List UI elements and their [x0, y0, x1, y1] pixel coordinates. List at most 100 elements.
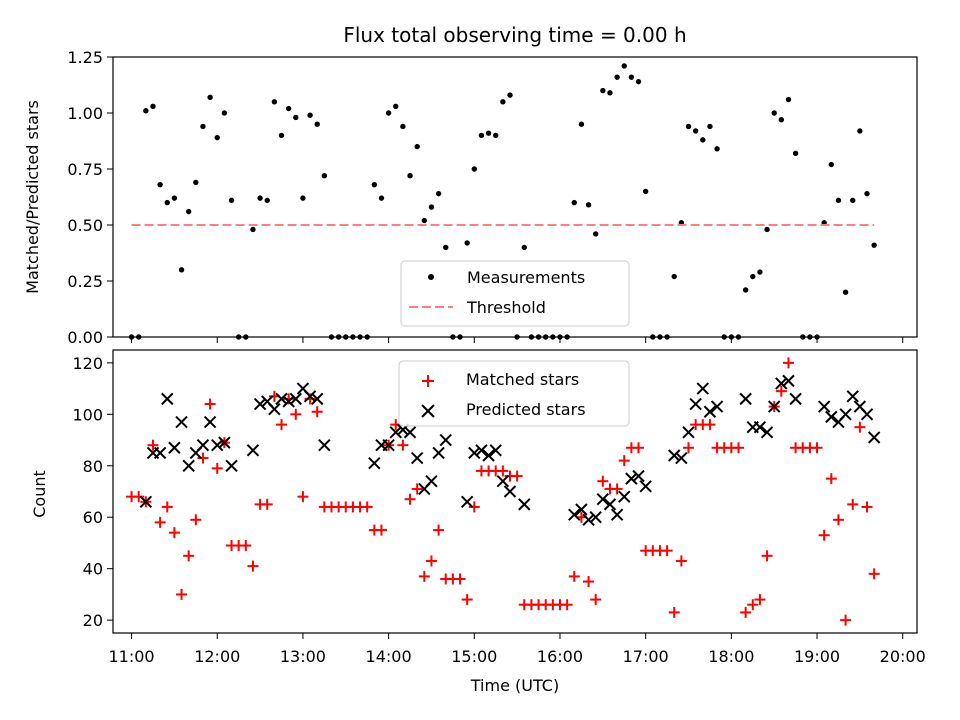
x-tick-label: 20:00	[880, 647, 926, 666]
matched-point	[818, 529, 830, 541]
matched-point	[147, 439, 159, 451]
predicted-point	[318, 438, 331, 452]
matched-point	[782, 357, 794, 369]
matched-point	[511, 470, 523, 482]
measurement-point	[828, 161, 835, 168]
legend-measurements-marker	[428, 274, 434, 280]
x-tick-label: 12:00	[194, 647, 240, 666]
measurement-point	[707, 123, 713, 130]
matched-point	[597, 475, 609, 487]
measurement-point	[578, 121, 585, 127]
matched-point	[747, 599, 759, 611]
matched-point	[211, 462, 223, 474]
measurement-point	[178, 267, 185, 273]
matched-point	[290, 408, 302, 420]
measurement-point	[835, 197, 842, 204]
predicted-point	[675, 451, 688, 465]
y-tick-label: 40	[83, 560, 103, 579]
predicted-point	[439, 433, 452, 447]
measurement-point	[507, 92, 513, 98]
measurement-point	[428, 204, 435, 210]
measurement-point	[778, 117, 785, 123]
predicted-point	[303, 390, 317, 403]
measurement-point	[207, 94, 213, 101]
predicted-point	[389, 426, 402, 439]
matched-point	[497, 465, 509, 477]
x-tick-label: 15:00	[451, 647, 497, 666]
measurement-point	[478, 132, 485, 139]
measurement-point	[400, 123, 406, 130]
matched-point	[847, 498, 859, 510]
measurement-point	[271, 99, 278, 105]
bottom-plot-marks	[126, 357, 881, 626]
bottom-x-ticks: 11:00 12:00 13:00 14:00 15:00 16:00 17:00 18:00…	[109, 633, 926, 666]
predicted-point	[496, 475, 510, 488]
top-legend-box	[400, 260, 630, 327]
predicted-point	[218, 436, 231, 449]
measurement-point	[293, 114, 299, 121]
matched-point	[854, 421, 866, 433]
predicted-point	[196, 438, 210, 452]
predicted-point	[860, 408, 874, 421]
predicted-point	[767, 400, 781, 413]
matched-point	[811, 442, 823, 454]
predicted-point	[518, 498, 531, 511]
legend-matched-marker	[422, 375, 434, 387]
predicted-point	[482, 449, 495, 462]
y-tick-label: 0.00	[67, 328, 103, 347]
matched-point	[675, 555, 687, 567]
matched-point	[468, 501, 480, 513]
y-tick-label: 0.25	[67, 272, 103, 291]
predicted-point	[425, 475, 438, 488]
measurement-point	[585, 202, 592, 208]
matched-point	[583, 576, 595, 588]
matched-point	[454, 573, 466, 585]
predicted-point	[632, 469, 645, 483]
measurement-point	[171, 195, 178, 201]
predicted-point	[253, 397, 267, 411]
x-axis-label: Time (UTC)	[470, 676, 559, 695]
measurement-point	[378, 195, 385, 201]
predicted-point	[311, 392, 324, 406]
matched-point	[418, 570, 430, 582]
predicted-point	[211, 438, 224, 452]
matched-point	[168, 527, 180, 539]
predicted-point	[596, 493, 610, 506]
bottom-y-axis-label: Count	[30, 470, 49, 518]
predicted-point	[225, 459, 238, 472]
measurement-point	[200, 123, 206, 130]
measurement-point	[607, 90, 613, 96]
matched-point	[297, 491, 309, 503]
matched-point	[661, 545, 673, 557]
measurement-point	[671, 273, 677, 280]
predicted-point	[161, 392, 174, 406]
predicted-point	[846, 390, 859, 403]
measurement-point	[221, 110, 228, 116]
bottom-plot-frame	[112, 349, 918, 634]
measurement-point	[485, 130, 492, 136]
matched-point	[425, 555, 437, 567]
measurement-point	[185, 208, 192, 215]
predicted-point	[710, 400, 724, 413]
measurement-point	[785, 96, 792, 103]
matched-point	[161, 501, 173, 513]
predicted-point	[817, 400, 831, 413]
top-plot-marks	[128, 63, 877, 340]
predicted-point	[489, 444, 502, 457]
matched-point	[840, 614, 852, 626]
legend-matched-label: Matched stars	[466, 370, 579, 389]
measurement-point	[771, 110, 777, 116]
top-y-axis-label: Matched/Predicted stars	[23, 100, 42, 294]
predicted-point	[610, 508, 624, 521]
measurement-point	[321, 173, 328, 179]
measurement-point	[143, 108, 149, 114]
y-tick-label: 1.00	[67, 104, 103, 123]
matched-point	[276, 419, 288, 431]
measurement-point	[421, 217, 428, 224]
measurement-point	[600, 87, 606, 94]
measurement-point	[228, 197, 235, 204]
bottom-y-ticks: 20 40 60 80 100 120	[72, 354, 113, 630]
measurement-point	[750, 273, 756, 280]
